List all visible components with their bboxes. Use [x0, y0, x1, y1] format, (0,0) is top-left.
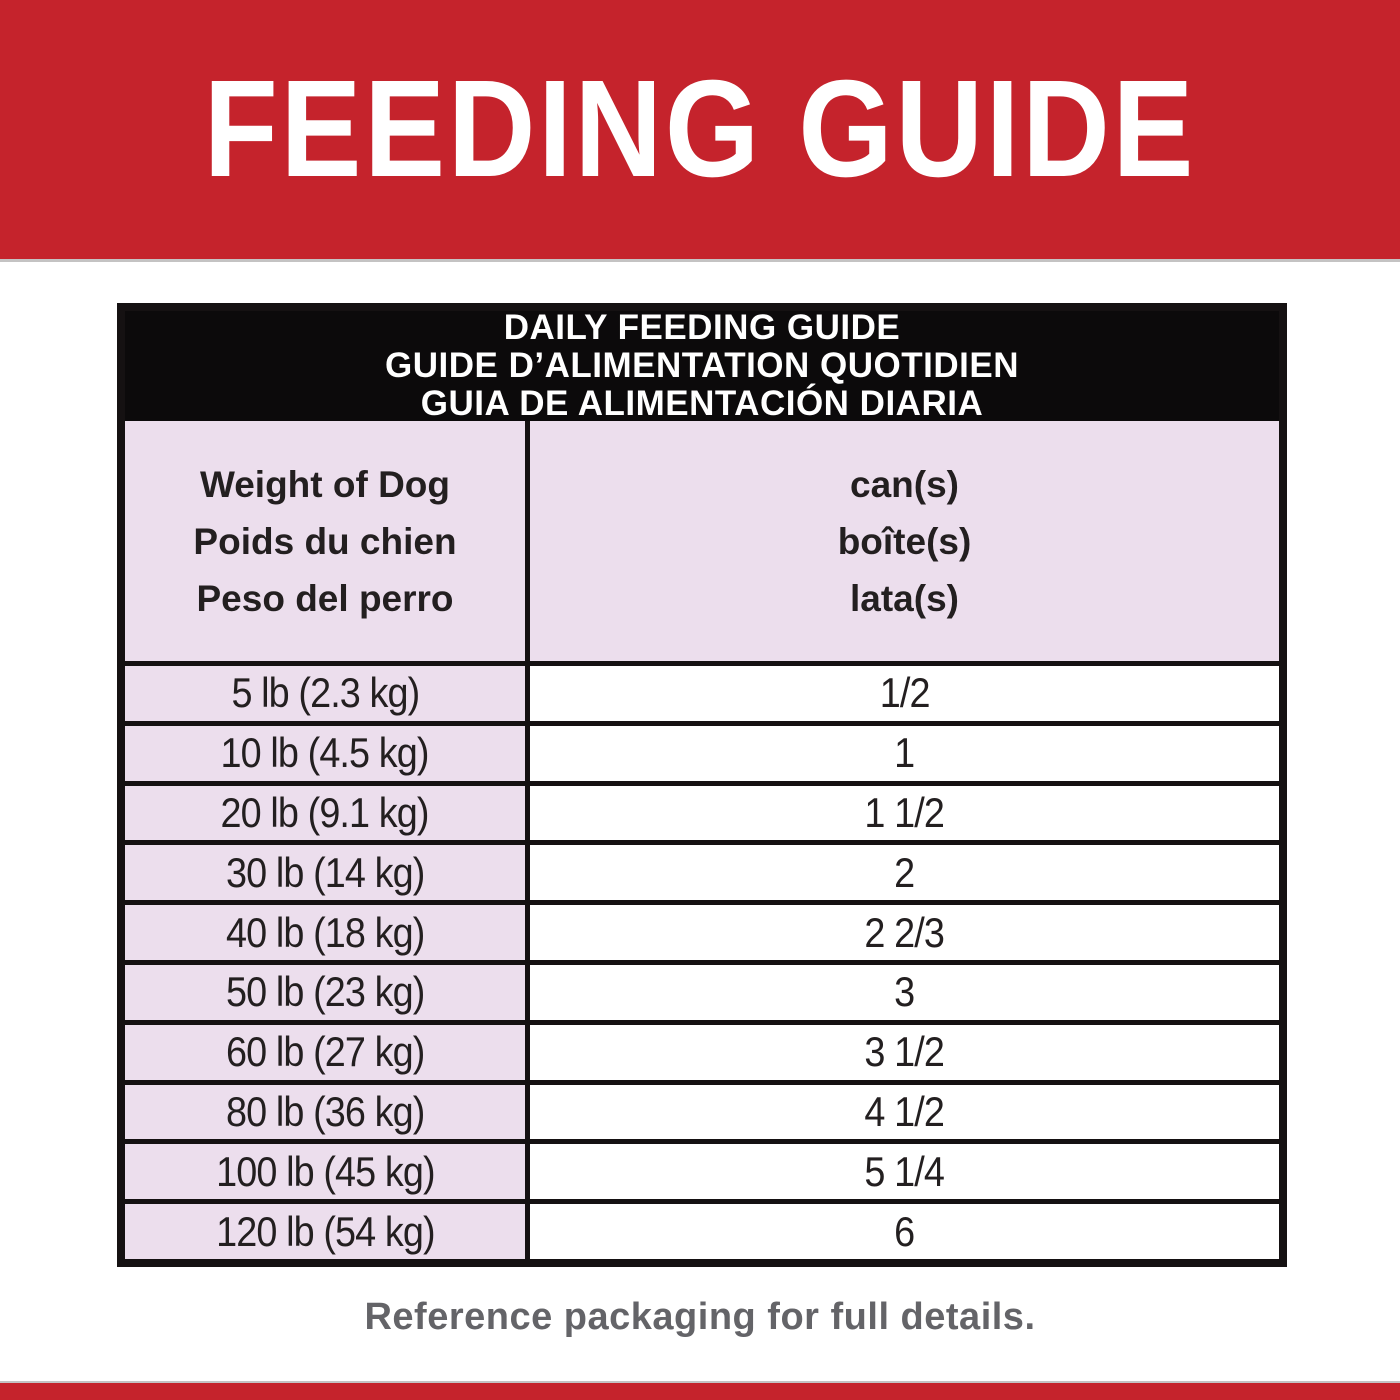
cans-cell-text: 5 1/4 — [864, 1147, 945, 1195]
table-title-band: DAILY FEEDING GUIDE GUIDE D’ALIMENTATION… — [125, 308, 1279, 423]
cans-cell-text: 4 1/2 — [864, 1087, 945, 1135]
weight-cell-text: 5 lb (2.3 kg) — [231, 669, 420, 717]
cans-header-fr: boîte(s) — [837, 520, 972, 562]
row-weight-cell: 60 lb (27 kg) — [125, 1024, 525, 1080]
table-title-en: DAILY FEEDING GUIDE — [503, 308, 901, 347]
table-title-es: GUIA DE ALIMENTACIÓN DIARIA — [420, 384, 984, 423]
cans-cell-text: 2 2/3 — [864, 908, 945, 956]
cans-cell-text: 1/2 — [879, 669, 931, 717]
weight-cell-text: 10 lb (4.5 kg) — [220, 729, 430, 777]
row-cans-cell: 5 1/4 — [530, 1144, 1279, 1200]
row-cans-cell: 1/2 — [530, 666, 1279, 721]
cans-cell-text: 1 — [894, 729, 915, 777]
cans-cell-text: 3 1/2 — [864, 1028, 945, 1076]
weight-header-fr: Poids du chien — [193, 520, 457, 562]
row-cans-cell: 2 2/3 — [530, 905, 1279, 960]
table-title-fr: GUIDE D’ALIMENTATION QUOTIDIEN — [385, 346, 1019, 385]
row-weight-cell: 50 lb (23 kg) — [125, 964, 525, 1020]
row-weight-cell: 80 lb (36 kg) — [125, 1084, 525, 1140]
bottom-red-strip — [0, 1381, 1400, 1400]
weight-cell-text: 20 lb (9.1 kg) — [220, 788, 430, 836]
weight-cell-text: 100 lb (45 kg) — [215, 1147, 435, 1195]
row-cans-cell: 2 — [530, 845, 1279, 901]
weight-cell-text: 30 lb (14 kg) — [225, 848, 425, 896]
row-weight-cell: 120 lb (54 kg) — [125, 1204, 525, 1259]
cans-cell-text: 6 — [894, 1207, 915, 1255]
row-cans-cell: 6 — [530, 1204, 1279, 1259]
cans-cell-text: 3 — [894, 968, 915, 1016]
weight-column-header: Weight of Dog Poids du chien Peso del pe… — [125, 421, 525, 661]
weight-cell-text: 60 lb (27 kg) — [225, 1028, 425, 1076]
row-cans-cell: 3 — [530, 964, 1279, 1020]
weight-cell-text: 80 lb (36 kg) — [225, 1087, 425, 1135]
cans-header-es: lata(s) — [850, 577, 959, 619]
cans-cell-text: 2 — [894, 848, 915, 896]
daily-feeding-table: DAILY FEEDING GUIDE GUIDE D’ALIMENTATION… — [117, 303, 1287, 1267]
cans-header-en: can(s) — [850, 463, 959, 505]
row-cans-cell: 3 1/2 — [530, 1024, 1279, 1080]
cans-cell-text: 1 1/2 — [864, 788, 945, 836]
row-weight-cell: 30 lb (14 kg) — [125, 845, 525, 901]
cans-column-header: can(s) boîte(s) lata(s) — [530, 421, 1279, 661]
footer-note: Reference packaging for full details. — [364, 1296, 1036, 1338]
feeding-guide-banner: FEEDING GUIDE — [0, 0, 1400, 262]
row-cans-cell: 1 1/2 — [530, 785, 1279, 841]
row-cans-cell: 4 1/2 — [530, 1084, 1279, 1140]
row-weight-cell: 20 lb (9.1 kg) — [125, 785, 525, 841]
weight-cell-text: 120 lb (54 kg) — [215, 1207, 435, 1255]
row-weight-cell: 5 lb (2.3 kg) — [125, 666, 525, 721]
weight-cell-text: 50 lb (23 kg) — [225, 968, 425, 1016]
row-weight-cell: 10 lb (4.5 kg) — [125, 725, 525, 781]
feeding-table-grid: Weight of Dog Poids du chien Peso del pe… — [125, 421, 1279, 1259]
row-cans-cell: 1 — [530, 725, 1279, 781]
weight-header-en: Weight of Dog — [199, 463, 451, 505]
row-weight-cell: 100 lb (45 kg) — [125, 1144, 525, 1200]
row-weight-cell: 40 lb (18 kg) — [125, 905, 525, 960]
weight-cell-text: 40 lb (18 kg) — [225, 908, 425, 956]
weight-header-es: Peso del perro — [196, 577, 454, 619]
banner-title: FEEDING GUIDE — [203, 52, 1197, 206]
